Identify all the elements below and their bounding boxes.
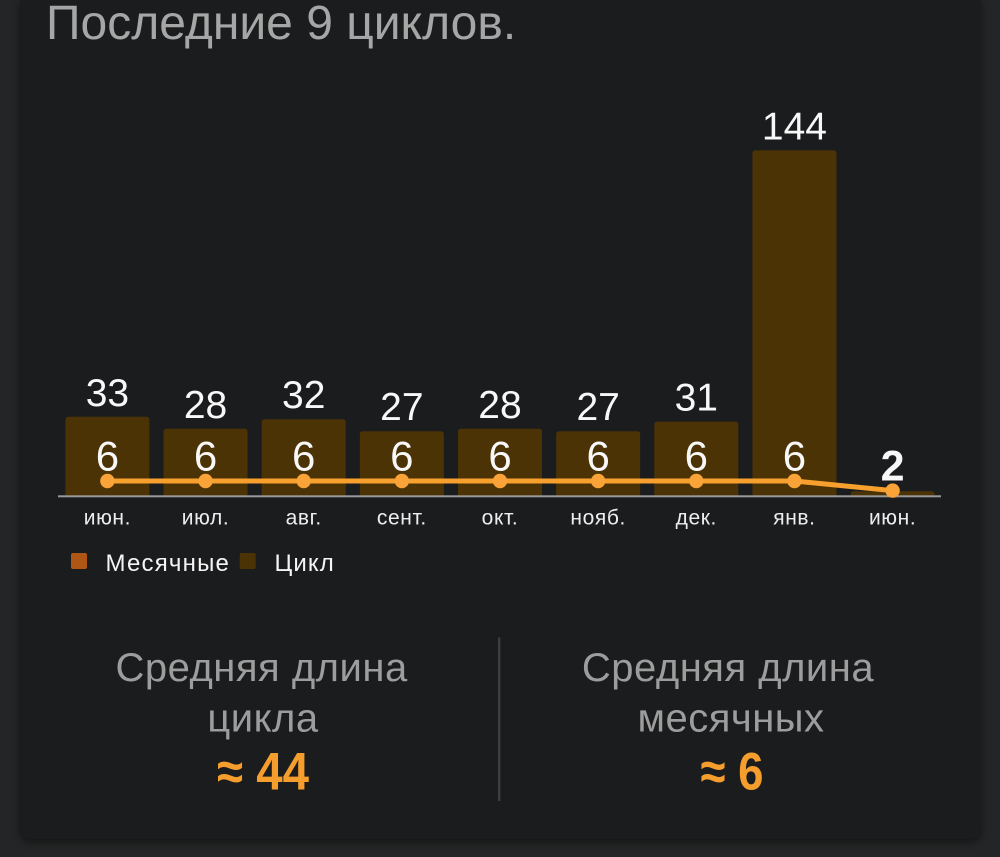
svg-text:дек.: дек. [676, 506, 717, 529]
svg-text:цикла: цикла [207, 697, 319, 741]
svg-text:2: 2 [881, 443, 905, 491]
svg-text:28: 28 [184, 384, 227, 427]
svg-text:≈ 44: ≈ 44 [217, 743, 309, 802]
svg-text:Последние 9 циклов.: Последние 9 циклов. [46, 0, 516, 50]
svg-text:32: 32 [282, 374, 325, 417]
svg-text:Цикл: Цикл [275, 550, 335, 577]
svg-text:6: 6 [292, 433, 315, 480]
svg-text:нояб.: нояб. [570, 506, 626, 529]
svg-text:июн.: июн. [84, 506, 131, 529]
svg-text:сент.: сент. [377, 506, 427, 529]
svg-text:июн.: июн. [869, 506, 916, 529]
svg-text:янв.: янв. [773, 506, 815, 529]
svg-text:≈ 6: ≈ 6 [701, 743, 764, 802]
svg-text:144: 144 [762, 105, 827, 148]
svg-text:июл.: июл. [182, 506, 230, 529]
svg-text:месячных: месячных [637, 697, 824, 741]
svg-text:Месячные: Месячные [106, 550, 231, 577]
svg-text:6: 6 [194, 433, 217, 480]
svg-text:6: 6 [96, 433, 119, 480]
svg-text:6: 6 [685, 433, 708, 480]
svg-text:31: 31 [675, 377, 718, 420]
svg-text:6: 6 [586, 433, 609, 480]
svg-text:6: 6 [783, 433, 806, 480]
svg-text:27: 27 [380, 386, 423, 429]
svg-text:6: 6 [488, 433, 511, 480]
svg-text:27: 27 [576, 386, 619, 429]
svg-text:Средняя длина: Средняя длина [115, 646, 407, 690]
svg-text:6: 6 [390, 433, 413, 480]
svg-text:авг.: авг. [286, 506, 322, 529]
svg-text:Средняя длина: Средняя длина [582, 646, 874, 690]
svg-text:28: 28 [478, 384, 521, 427]
svg-text:33: 33 [86, 372, 129, 415]
svg-text:окт.: окт. [482, 506, 519, 529]
